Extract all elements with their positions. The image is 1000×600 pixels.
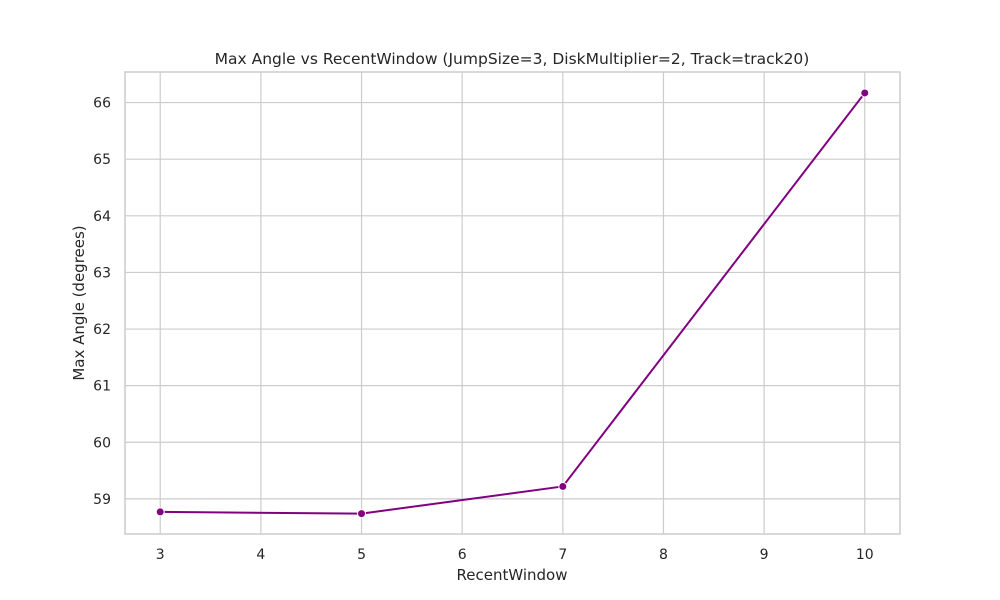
data-point xyxy=(860,88,870,98)
y-axis-label: Max Angle (degrees) xyxy=(70,225,88,380)
data-point xyxy=(558,481,568,491)
x-tick-label: 5 xyxy=(357,547,366,563)
x-tick-label: 7 xyxy=(558,547,567,563)
x-tick-label: 6 xyxy=(458,547,467,563)
series-layer xyxy=(155,88,870,519)
data-point xyxy=(155,507,165,517)
data-point xyxy=(357,509,367,519)
y-gridlines xyxy=(125,101,900,500)
x-tick-label: 9 xyxy=(760,547,769,563)
series-line xyxy=(160,92,866,515)
x-tick-label: 4 xyxy=(256,547,265,563)
y-tick-label: 59 xyxy=(93,492,111,508)
y-tick-labels: 59 60 61 62 63 64 65 66 xyxy=(93,96,111,508)
x-tick-label: 8 xyxy=(659,547,668,563)
y-tick-label: 61 xyxy=(93,379,111,395)
plot-frame xyxy=(124,71,901,535)
y-tick-label: 63 xyxy=(93,265,111,281)
x-tick-labels: 3 4 5 6 7 8 9 10 xyxy=(156,547,874,563)
y-tick-label: 65 xyxy=(93,152,111,168)
chart-title: Max Angle vs RecentWindow (JumpSize=3, D… xyxy=(215,50,810,68)
x-gridlines xyxy=(159,72,866,534)
x-tick-label: 3 xyxy=(156,547,165,563)
y-tick-label: 62 xyxy=(93,322,111,338)
y-tick-label: 60 xyxy=(93,435,111,451)
x-axis-label: RecentWindow xyxy=(457,566,568,584)
y-tick-label: 66 xyxy=(93,96,111,112)
x-tick-label: 10 xyxy=(856,547,874,563)
y-tick-label: 64 xyxy=(93,209,111,225)
